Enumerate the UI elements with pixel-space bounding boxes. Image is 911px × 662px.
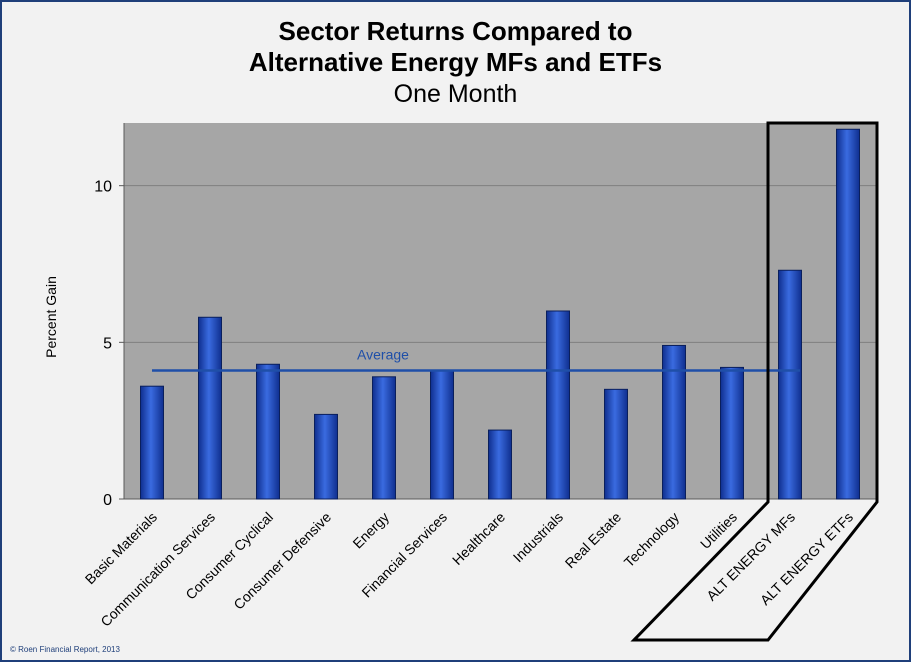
bar xyxy=(604,388,628,500)
bar xyxy=(198,316,222,500)
bar xyxy=(256,363,280,500)
highlight-box xyxy=(630,121,879,642)
x-tick-label: Communication Services xyxy=(97,509,218,630)
x-tick-label: Utilities xyxy=(697,509,740,552)
x-tick-label: Real Estate xyxy=(562,509,625,572)
bar xyxy=(720,366,744,500)
title-line-1: Sector Returns Compared to xyxy=(278,16,633,46)
bar xyxy=(836,128,860,500)
y-axis-label: Percent Gain xyxy=(43,276,59,358)
title-line-2: Alternative Energy MFs and ETFs xyxy=(248,47,663,77)
chart-title: Sector Returns Compared to Alternative E… xyxy=(0,16,911,78)
x-tick-label: Consumer Defensive xyxy=(230,509,334,613)
bar xyxy=(140,385,164,500)
bar xyxy=(430,370,454,500)
bar xyxy=(662,344,686,500)
y-tick-label: 0 xyxy=(103,492,112,509)
bar xyxy=(314,413,338,500)
x-tick-label: Industrials xyxy=(510,509,566,565)
average-label: Average xyxy=(357,347,409,363)
copyright-text: © Roen Financial Report, 2013 xyxy=(10,645,120,654)
bar xyxy=(488,429,512,500)
y-tick-label: 5 xyxy=(103,335,112,352)
bar xyxy=(778,269,802,500)
x-tick-label: Technology xyxy=(621,509,682,570)
x-tick-label: Healthcare xyxy=(449,509,508,568)
chart-subtitle: One Month xyxy=(393,80,518,108)
y-tick-label: 10 xyxy=(94,179,112,196)
bar xyxy=(372,376,396,500)
x-tick-label: Energy xyxy=(349,509,392,552)
bar xyxy=(546,310,570,500)
